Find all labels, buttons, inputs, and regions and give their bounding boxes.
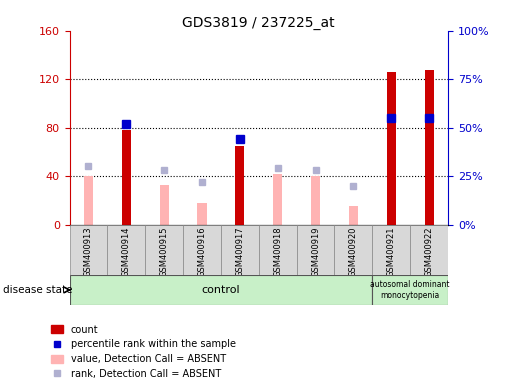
Bar	[183, 225, 221, 275]
Bar	[311, 176, 320, 225]
Bar	[387, 72, 396, 225]
Text: GSM400915: GSM400915	[160, 226, 168, 276]
Bar	[372, 225, 410, 275]
Text: GSM400919: GSM400919	[311, 226, 320, 276]
Text: GSM400913: GSM400913	[84, 226, 93, 277]
Text: GSM400920: GSM400920	[349, 226, 358, 276]
Text: autosomal dominant
monocytopenia: autosomal dominant monocytopenia	[370, 280, 450, 300]
Bar	[197, 203, 207, 225]
Legend: count, percentile rank within the sample, value, Detection Call = ABSENT, rank, : count, percentile rank within the sample…	[51, 324, 236, 379]
Bar	[424, 70, 434, 225]
Bar	[84, 176, 93, 225]
Text: GSM400916: GSM400916	[198, 226, 207, 277]
Text: GSM400921: GSM400921	[387, 226, 396, 276]
Bar	[273, 174, 282, 225]
Text: GSM400918: GSM400918	[273, 226, 282, 277]
Bar	[107, 225, 145, 275]
Text: GSM400917: GSM400917	[235, 226, 244, 277]
Bar	[221, 225, 259, 275]
Text: control: control	[202, 285, 240, 295]
Bar	[297, 225, 335, 275]
Bar	[160, 185, 169, 225]
Bar	[349, 207, 358, 225]
Text: GSM400914: GSM400914	[122, 226, 131, 276]
Text: disease state: disease state	[3, 285, 72, 295]
Text: GSM400922: GSM400922	[425, 226, 434, 276]
Title: GDS3819 / 237225_at: GDS3819 / 237225_at	[182, 16, 335, 30]
Bar	[335, 225, 372, 275]
Bar	[259, 225, 297, 275]
Bar	[122, 130, 131, 225]
Bar	[235, 146, 245, 225]
Bar	[410, 225, 448, 275]
Bar	[70, 275, 372, 305]
Bar	[145, 225, 183, 275]
Bar	[372, 275, 448, 305]
Bar	[70, 225, 107, 275]
